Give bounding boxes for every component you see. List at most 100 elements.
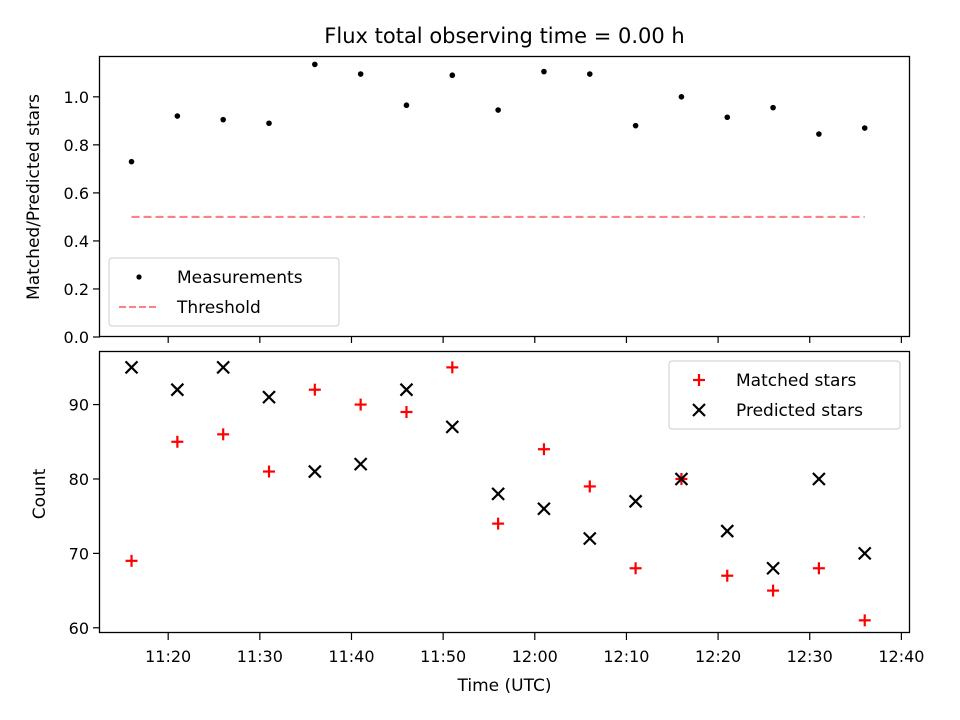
x-tick-label: 11:40 bbox=[328, 647, 374, 666]
predicted-star-stroke-b bbox=[216, 360, 230, 375]
predicted-star-point bbox=[537, 501, 551, 516]
top-y-tick-label: 0.0 bbox=[64, 328, 89, 347]
predicted-star-stroke-b bbox=[308, 464, 322, 479]
measurement-point bbox=[541, 68, 547, 75]
top-x-ticks bbox=[167, 337, 902, 343]
bottom-y-tick-label: 70 bbox=[69, 544, 89, 563]
bottom-legend: Matched stars Predicted stars bbox=[668, 360, 901, 430]
measurement-point bbox=[861, 125, 868, 131]
top-y-tick-label: 0.6 bbox=[64, 184, 89, 203]
predicted-star-stroke-b bbox=[537, 501, 551, 516]
predicted-star-point bbox=[812, 472, 826, 486]
top-y-axis-label: Matched/Predicted stars bbox=[24, 94, 44, 300]
bottom-plot-frame bbox=[98, 350, 911, 634]
measurement-point bbox=[357, 71, 364, 77]
matched-star-point bbox=[812, 562, 825, 575]
predicted-star-stroke-b bbox=[812, 472, 826, 486]
matched-star-point bbox=[537, 443, 550, 456]
x-tick-label: 11:50 bbox=[420, 647, 466, 666]
matched-star-point bbox=[171, 435, 184, 448]
legend-predicted-label: Predicted stars bbox=[736, 401, 863, 421]
predicted-star-stroke-b bbox=[674, 472, 689, 486]
measurement-point bbox=[128, 158, 135, 165]
measurement-point bbox=[403, 102, 410, 109]
measurement-point bbox=[724, 114, 731, 121]
predicted-star-stroke-b bbox=[170, 382, 185, 397]
matched-star-point bbox=[492, 517, 505, 530]
predicted-star-point bbox=[445, 420, 460, 434]
predicted-star-stroke-b bbox=[491, 487, 505, 501]
measurement-point bbox=[266, 120, 272, 127]
predicted-star-point bbox=[262, 390, 276, 404]
predicted-star-point bbox=[582, 531, 597, 546]
bottom-legend-box bbox=[668, 360, 901, 430]
top-legend-box bbox=[108, 257, 340, 327]
top-y-tick-label: 0.8 bbox=[64, 136, 89, 155]
legend-matched-marker bbox=[693, 374, 705, 386]
matched-star-point bbox=[308, 383, 321, 396]
predicted-star-point bbox=[491, 487, 505, 501]
measurement-point bbox=[220, 116, 226, 123]
x-tick-label: 12:10 bbox=[603, 647, 649, 666]
matched-star-point bbox=[263, 465, 276, 478]
predicted-star-stroke-b bbox=[720, 524, 735, 538]
predicted-star-stroke-b bbox=[445, 420, 460, 434]
measurement-point bbox=[770, 104, 776, 111]
legend-matched-label: Matched stars bbox=[736, 371, 856, 391]
top-legend: Measurements Threshold bbox=[108, 257, 340, 327]
matched-star-point bbox=[858, 614, 871, 627]
x-tick-label: 11:30 bbox=[237, 647, 283, 666]
bottom-y-ticks: 60 70 80 90 bbox=[69, 396, 100, 638]
measurement-point bbox=[312, 61, 318, 68]
measurement-point bbox=[174, 113, 181, 119]
predicted-star-point bbox=[674, 472, 689, 486]
matched-star-point bbox=[583, 480, 596, 493]
measurement-point bbox=[816, 131, 822, 137]
bottom-y-axis-label: Count bbox=[30, 468, 50, 519]
legend-measurements-marker bbox=[136, 274, 142, 280]
predicted-star-stroke-b bbox=[766, 561, 780, 576]
predicted-star-point bbox=[399, 382, 414, 397]
predicted-star-point bbox=[308, 464, 322, 479]
bottom-y-tick-label: 90 bbox=[69, 396, 89, 415]
measurement-point bbox=[495, 107, 501, 113]
chart-title: Flux total observing time = 0.00 h bbox=[324, 24, 684, 48]
x-tick-label: 12:20 bbox=[695, 647, 741, 666]
matched-star-point bbox=[446, 361, 459, 374]
top-panel: Flux total observing time = 0.00 h Match… bbox=[24, 24, 911, 347]
matched-star-point bbox=[721, 569, 734, 582]
predicted-star-point bbox=[353, 457, 368, 471]
predicted-star-point bbox=[720, 524, 735, 538]
legend-threshold-label: Threshold bbox=[176, 298, 261, 318]
predicted-star-point bbox=[216, 360, 230, 375]
top-y-ticks: 0.0 0.2 0.4 0.6 0.8 1.0 bbox=[64, 88, 100, 347]
matched-star-point bbox=[400, 406, 413, 419]
predicted-star-point bbox=[766, 561, 780, 576]
x-tick-label: 11:20 bbox=[145, 647, 191, 666]
measurement-point bbox=[632, 122, 639, 129]
bottom-panel: Count Time (UTC) 60 70 80 90 11:20 11:30 11:4… bbox=[30, 350, 924, 696]
bottom-y-tick-label: 60 bbox=[69, 619, 89, 638]
predicted-star-stroke-b bbox=[399, 382, 414, 397]
legend-measurements-label: Measurements bbox=[177, 268, 303, 288]
predicted-star-stroke-b bbox=[353, 457, 368, 471]
predicted-star-point bbox=[124, 360, 139, 375]
measurement-point bbox=[586, 71, 593, 77]
predicted-star-stroke-b bbox=[857, 546, 872, 561]
predicted-star-stroke-b bbox=[582, 531, 597, 546]
matched-star-point bbox=[767, 584, 780, 597]
bottom-marks bbox=[124, 360, 872, 627]
bottom-x-ticks: 11:20 11:30 11:40 11:50 12:00 12:10 12:20 12:30… bbox=[145, 633, 924, 666]
top-plot-frame bbox=[98, 55, 911, 338]
top-marks bbox=[128, 61, 868, 219]
predicted-star-point bbox=[857, 546, 872, 561]
predicted-star-stroke-b bbox=[628, 494, 643, 509]
predicted-star-stroke-b bbox=[124, 360, 139, 375]
matched-star-point bbox=[629, 562, 642, 575]
matched-star-point bbox=[217, 428, 230, 441]
x-tick-label: 12:00 bbox=[512, 647, 558, 666]
x-tick-label: 12:40 bbox=[878, 647, 924, 666]
measurement-point bbox=[449, 72, 456, 79]
x-tick-label: 12:30 bbox=[787, 647, 833, 666]
top-y-tick-label: 1.0 bbox=[64, 88, 89, 107]
